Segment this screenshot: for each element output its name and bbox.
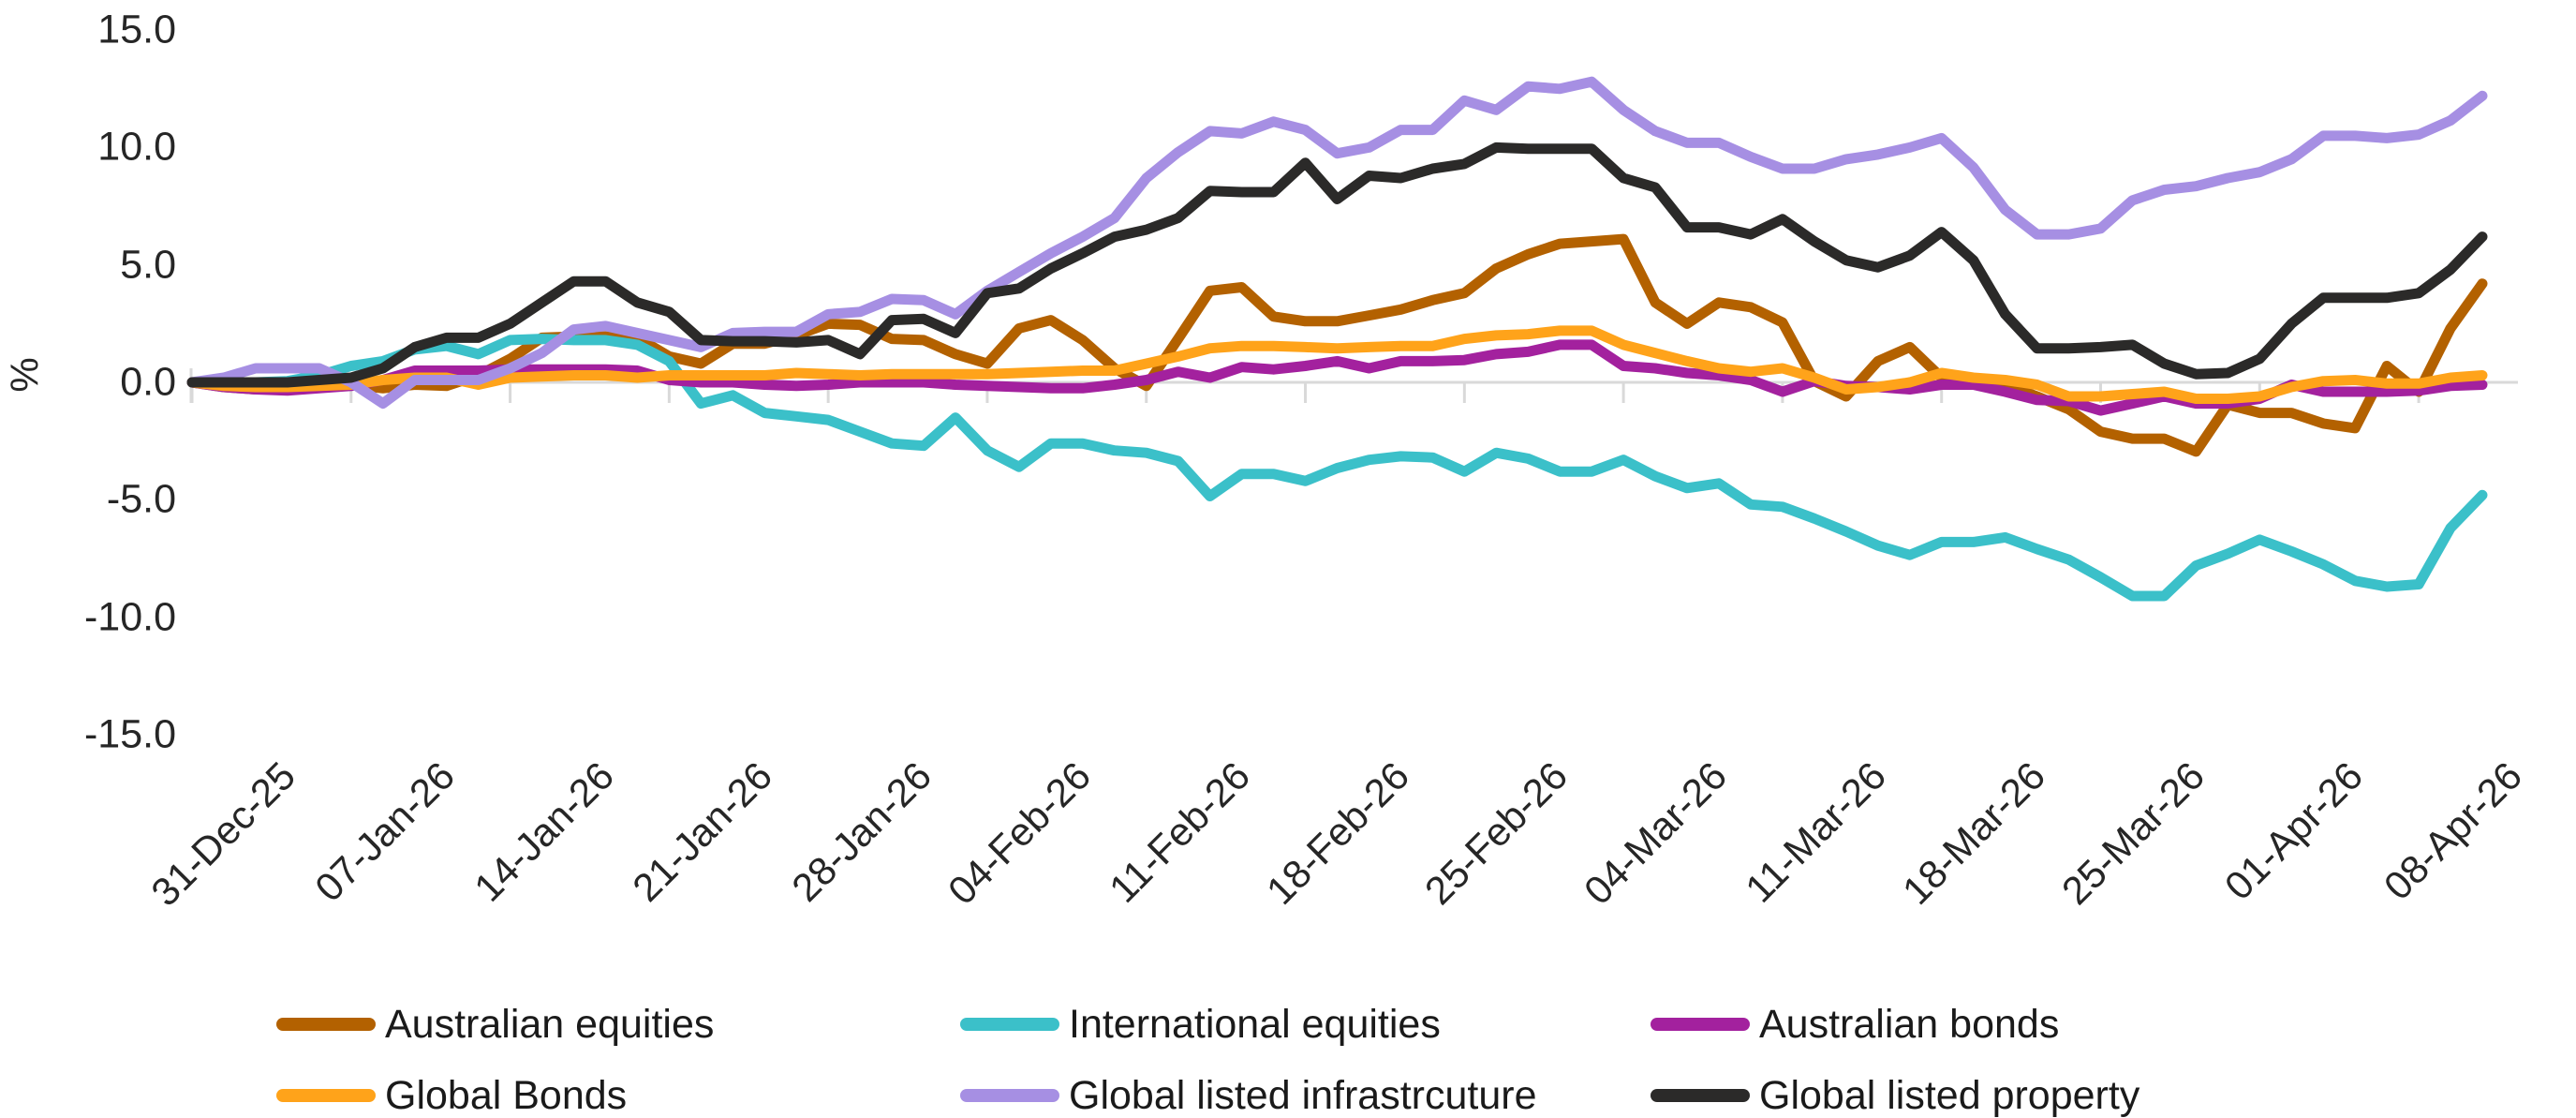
legend-swatch-icon bbox=[276, 1018, 376, 1031]
legend-item-australian-equities: Australian equities bbox=[276, 1001, 714, 1048]
y-tick-label: 15.0 bbox=[97, 7, 176, 52]
legend-item-international-equities: International equities bbox=[960, 1001, 1441, 1048]
legend-label: Australian bonds bbox=[1759, 1001, 2060, 1047]
legend-item-global-bonds: Global Bonds bbox=[276, 1072, 627, 1118]
legend-swatch-icon bbox=[960, 1018, 1059, 1031]
legend-swatch-icon bbox=[960, 1089, 1059, 1102]
legend-swatch-icon bbox=[276, 1089, 376, 1102]
legend-label: Global listed infrastrcuture bbox=[1069, 1072, 1537, 1118]
legend-label: International equities bbox=[1069, 1001, 1441, 1047]
series-line-international-equities bbox=[186, 334, 2488, 602]
y-tick-label: 10.0 bbox=[97, 124, 176, 170]
y-tick-label: -5.0 bbox=[106, 476, 176, 522]
legend-swatch-icon bbox=[1651, 1018, 1750, 1031]
legend-label: Global listed property bbox=[1759, 1072, 2140, 1118]
series-line-global-listed-infrastrcuture bbox=[186, 76, 2488, 410]
legend-label: Global Bonds bbox=[385, 1072, 628, 1118]
y-tick-label: 0.0 bbox=[120, 359, 176, 405]
series-line-global-listed-property bbox=[186, 142, 2488, 388]
y-tick-label: -15.0 bbox=[83, 711, 176, 757]
legend-item-global-listed-property: Global listed property bbox=[1651, 1072, 2139, 1118]
legend-label: Australian equities bbox=[385, 1001, 715, 1047]
series-line-global-bonds bbox=[186, 325, 2488, 404]
series-line-australian-bonds bbox=[186, 339, 2488, 416]
y-tick-label: 5.0 bbox=[120, 242, 176, 288]
legend-item-global-listed-infrastrcuture: Global listed infrastrcuture bbox=[960, 1072, 1537, 1118]
legend-item-australian-bonds: Australian bonds bbox=[1651, 1001, 2059, 1048]
legend-swatch-icon bbox=[1651, 1089, 1750, 1102]
y-tick-label: -10.0 bbox=[83, 594, 176, 640]
